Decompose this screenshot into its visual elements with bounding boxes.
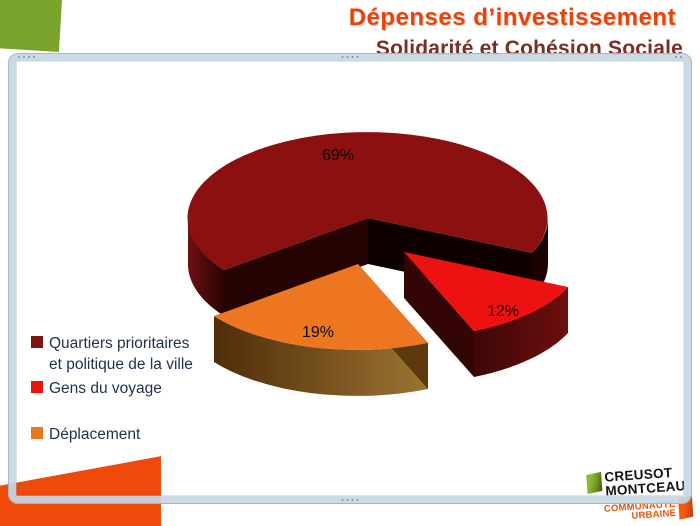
pie-slice-cut-left-quartiers: [224, 218, 368, 316]
legend-item-quartiers[interactable]: Quartiers prioritaires et politique de la…: [31, 333, 193, 375]
creusot-montceau-logo: CREUSOT MONTCEAU COMMUNAUTÉ URBAINE: [586, 465, 694, 525]
legend-swatch-gens: [31, 381, 43, 393]
pie-chart: [187, 132, 568, 396]
legend-label-deplacement: Déplacement: [49, 426, 141, 443]
logo-name: CREUSOT MONTCEAU: [604, 465, 686, 499]
pie-label-deplacement: 19%: [302, 324, 335, 341]
pie-slice-side-left-quartiers: [187, 218, 224, 316]
pie-slice-deplacement[interactable]: [214, 264, 428, 350]
logo-green-cube-icon: [586, 471, 603, 495]
pie-slice-quartiers[interactable]: [187, 132, 548, 270]
pie-label-quartiers: 69%: [322, 147, 355, 164]
logo-tagline: COMMUNAUTÉ URBAINE: [604, 499, 677, 523]
slide-subtitle: Solidarité et Cohésion Sociale: [375, 37, 683, 60]
legend-swatch-quartiers: [31, 336, 43, 348]
pie-label-gens: 12%: [487, 303, 520, 320]
logo-tagline-line2: URBAINE: [631, 507, 677, 522]
legend-label-quartiers: Quartiers prioritaires et politique de la…: [49, 335, 193, 373]
pie-slice-side-deplacement: [214, 316, 428, 396]
pie-slice-cut-gens: [404, 252, 474, 377]
legend-item-gens[interactable]: Gens du voyage: [31, 378, 162, 399]
pie-slice-side-gens: [474, 287, 568, 377]
pie-slice-gens[interactable]: [404, 252, 568, 331]
logo-orange-cube-icon: [678, 495, 694, 520]
slide-title: Dépenses d’investissement: [348, 4, 676, 31]
pie-slice-side-right-quartiers: [532, 218, 548, 299]
legend-swatch-deplacement: [31, 427, 43, 439]
legend-label-gens: Gens du voyage: [49, 380, 162, 397]
legend-item-deplacement[interactable]: Déplacement: [31, 424, 140, 445]
green-corner-accent: [0, 0, 62, 52]
